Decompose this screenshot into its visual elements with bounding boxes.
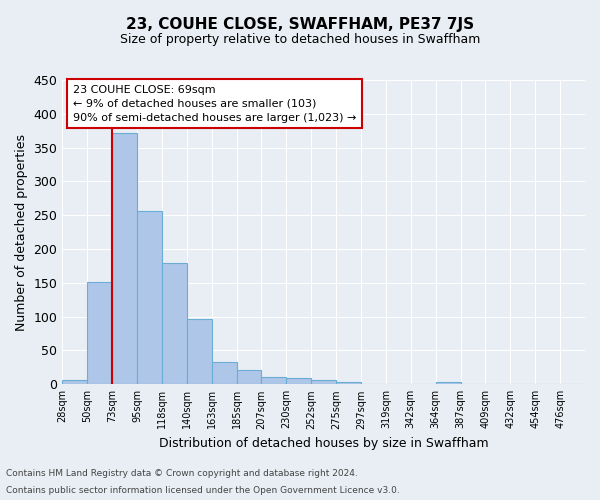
- Text: 23, COUHE CLOSE, SWAFFHAM, PE37 7JS: 23, COUHE CLOSE, SWAFFHAM, PE37 7JS: [126, 18, 474, 32]
- Bar: [336, 382, 361, 384]
- Bar: [436, 382, 461, 384]
- Text: Size of property relative to detached houses in Swaffham: Size of property relative to detached ho…: [120, 32, 480, 46]
- Bar: [187, 318, 212, 384]
- X-axis label: Distribution of detached houses by size in Swaffham: Distribution of detached houses by size …: [159, 437, 488, 450]
- Bar: [87, 282, 112, 385]
- Bar: [236, 370, 262, 384]
- Bar: [137, 210, 162, 384]
- Text: Contains HM Land Registry data © Crown copyright and database right 2024.: Contains HM Land Registry data © Crown c…: [6, 468, 358, 477]
- Bar: [286, 378, 311, 384]
- Bar: [311, 380, 336, 384]
- Bar: [112, 132, 137, 384]
- Bar: [262, 377, 286, 384]
- Bar: [62, 380, 87, 384]
- Y-axis label: Number of detached properties: Number of detached properties: [15, 134, 28, 330]
- Bar: [212, 362, 236, 384]
- Text: Contains public sector information licensed under the Open Government Licence v3: Contains public sector information licen…: [6, 486, 400, 495]
- Text: 23 COUHE CLOSE: 69sqm
← 9% of detached houses are smaller (103)
90% of semi-deta: 23 COUHE CLOSE: 69sqm ← 9% of detached h…: [73, 84, 356, 122]
- Bar: [162, 264, 187, 384]
